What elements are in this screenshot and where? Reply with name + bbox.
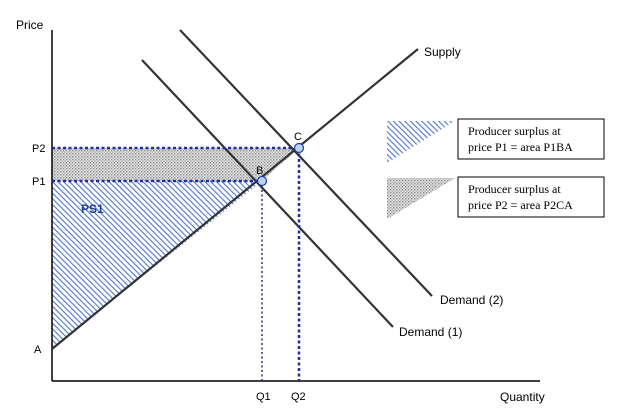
legend: Producer surplus at price P1 = area P1BA…: [387, 118, 605, 219]
demand-1-curve: [141, 59, 394, 328]
supply-label: Supply: [424, 45, 461, 59]
p2-tick-label: P2: [32, 143, 45, 155]
q2-tick-label: Q2: [291, 391, 306, 403]
x-axis-label: Quantity: [500, 390, 545, 404]
q1-tick-label: Q1: [256, 391, 271, 403]
supply-curve: [51, 48, 419, 350]
p1-tick-label: P1: [32, 176, 45, 188]
legend-ps2-line2: price P2 = area P2CA: [468, 198, 573, 212]
ps1-label: PS1: [81, 202, 104, 216]
legend-ps1-line2: price P1 = area P1BA: [468, 140, 573, 154]
point-c-marker: [293, 142, 305, 154]
demand-2-label: Demand (2): [440, 293, 503, 307]
demand-2-curve: [179, 29, 433, 297]
point-c-label: C: [294, 131, 302, 143]
a-tick-label: A: [34, 344, 42, 356]
legend-box-ps2: [457, 176, 605, 218]
point-b-marker: [256, 175, 268, 187]
legend-ps2-line1: Producer surplus at: [468, 182, 561, 196]
point-b-label: B: [256, 165, 263, 177]
legend-box-ps1: [457, 118, 605, 160]
demand-1-label: Demand (1): [399, 325, 462, 339]
legend-ps1-line1: Producer surplus at: [468, 124, 561, 138]
legend-swatch-ps2: [387, 178, 455, 219]
y-axis-label: Price: [16, 18, 44, 32]
ps2-extra-area: [52, 148, 299, 181]
legend-swatch-ps1: [387, 121, 455, 163]
